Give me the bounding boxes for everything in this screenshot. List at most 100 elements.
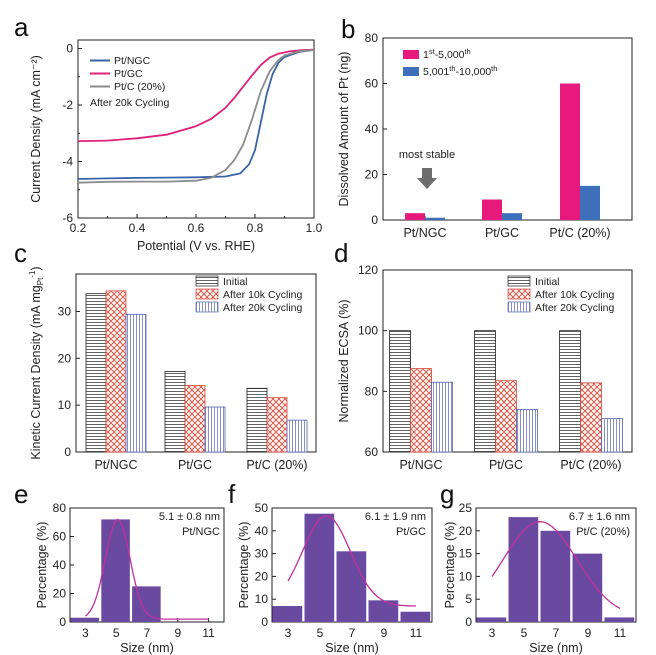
x-tick-label-1: 5 xyxy=(317,626,324,640)
panel-label-e: e xyxy=(14,479,28,509)
y-tick-label-0: 0 xyxy=(66,41,73,55)
panel-f-size-histogram: 0 10 20 30 40 50 3 5 7 9 11 Size (nm) Percentage (%)… xyxy=(237,501,433,655)
legend-label-0: Pt/NGC xyxy=(114,55,151,67)
y-tick-label-3: 60 xyxy=(365,77,379,91)
legend-text-part: 5,001 xyxy=(423,66,449,78)
sample-label: Pt/GC xyxy=(396,526,426,538)
y-tick-label-2: 20 xyxy=(255,569,269,583)
x-tick-label-1: 0.4 xyxy=(129,221,146,235)
y-tick-label-2: 20 xyxy=(58,351,72,365)
legend-label-2: After 20k Cycling xyxy=(223,302,303,314)
panel-label-g: g xyxy=(440,479,454,509)
legend-label-2: Pt/C (20%) xyxy=(114,81,165,93)
y-tick-label-1: 20 xyxy=(365,168,379,182)
bar-1-2 xyxy=(580,185,600,220)
y-tick-label-1: 5 xyxy=(465,592,472,606)
y-label-close: ) xyxy=(29,266,43,270)
y-tick-label-5: 50 xyxy=(255,501,269,515)
cycling-note: After 20k Cycling xyxy=(90,97,170,109)
category-label-1: Pt/GC xyxy=(178,458,212,472)
bar-0-0 xyxy=(389,330,411,453)
legend-swatch-1 xyxy=(507,288,531,300)
bar-0-0 xyxy=(405,213,425,220)
y-axis-label: Percentage (%) xyxy=(443,522,457,609)
y-tick-label-5: 25 xyxy=(459,501,473,515)
y-tick-label-0: 60 xyxy=(365,445,379,459)
panel-g-size-histogram: 0 5 10 15 20 25 3 5 7 9 11 Size (nm) Percentage (%) 6… xyxy=(443,501,637,655)
bar-1-0 xyxy=(410,368,432,453)
y-tick-label-0: 0 xyxy=(261,615,268,629)
series-line-0 xyxy=(77,49,315,180)
x-tick-label-4: 11 xyxy=(614,626,627,640)
x-tick-label-0: 3 xyxy=(285,626,292,640)
y-tick-label-4: 80 xyxy=(365,31,379,45)
bar-0-2 xyxy=(246,387,268,453)
legend-swatch-0 xyxy=(403,50,419,59)
category-label-1: Pt/GC xyxy=(489,458,523,472)
legend-swatch-1 xyxy=(403,67,419,76)
hist-bar-2 xyxy=(132,586,161,622)
panel-label-d: d xyxy=(334,238,348,268)
legend-label-1: Pt/GC xyxy=(114,68,143,80)
y-tick-label-1: 10 xyxy=(255,592,269,606)
gaussian-fit-line xyxy=(491,521,621,609)
hist-bar-4 xyxy=(400,611,431,622)
legend-label-1: After 10k Cycling xyxy=(535,289,615,301)
hist-bar-1 xyxy=(101,519,130,622)
legend-text-part: th xyxy=(449,64,455,73)
x-tick-label-2: 7 xyxy=(349,626,356,640)
y-tick-label-0: 0 xyxy=(59,615,66,629)
x-tick-label-2: 7 xyxy=(144,626,151,640)
hist-bar-2 xyxy=(336,551,367,622)
bar-1-2 xyxy=(580,382,602,453)
y-tick-label-3: 30 xyxy=(58,304,72,318)
y-tick-label-2: 40 xyxy=(53,558,67,572)
gaussian-fit-line xyxy=(287,515,417,607)
bar-2-0 xyxy=(125,313,147,453)
legend-label-0: 1st-5,000th xyxy=(423,47,471,62)
y-tick-label-1: 80 xyxy=(365,384,379,398)
legend-text-part: st xyxy=(429,47,436,56)
x-tick-label-0: 0.2 xyxy=(70,221,87,235)
legend-label-1: 5,001th-10,000th xyxy=(423,64,497,79)
hist-bar-1 xyxy=(508,517,539,622)
panel-label-f: f xyxy=(228,479,236,509)
y-tick-label-4: 20 xyxy=(459,524,473,538)
series-line-2 xyxy=(77,49,315,184)
x-tick-label-2: 7 xyxy=(553,626,560,640)
y-tick-label-0: 0 xyxy=(465,615,472,629)
hist-bar-0 xyxy=(272,606,303,622)
bar-1-1 xyxy=(495,380,517,453)
sample-label: Pt/C (20%) xyxy=(576,526,630,538)
hist-bar-1 xyxy=(304,513,335,622)
y-tick-label-2: -4 xyxy=(62,154,73,168)
panel-label-a: a xyxy=(14,12,29,42)
y-tick-label-3: 120 xyxy=(358,263,378,277)
bar-0-1 xyxy=(474,330,496,453)
legend-label-0: Initial xyxy=(535,276,560,288)
y-axis-label: Current Density (mA cm⁻²) xyxy=(29,55,43,203)
x-tick-label-4: 11 xyxy=(202,626,215,640)
x-tick-label-2: 0.6 xyxy=(188,221,205,235)
bar-0-0 xyxy=(85,293,107,453)
bar-0-2 xyxy=(559,330,581,453)
x-axis-label: Size (nm) xyxy=(120,641,173,655)
y-axis-label: Dissolved Amount of Pt (ng) xyxy=(337,52,351,207)
category-label-2: Pt/C (20%) xyxy=(560,458,621,472)
bar-0-2 xyxy=(560,83,580,220)
category-label-0: Pt/NGC xyxy=(403,226,446,240)
bar-2-1 xyxy=(204,406,226,453)
size-stat-label: 6.1 ± 1.9 nm xyxy=(365,511,426,523)
legend-swatch-0 xyxy=(507,275,531,287)
bar-2-2 xyxy=(601,418,623,453)
hist-bar-0 xyxy=(70,617,100,622)
bar-2-0 xyxy=(431,381,453,453)
y-label-superscript: -1 xyxy=(28,270,37,278)
legend-text-part: 1 xyxy=(423,49,429,61)
size-stat-label: 6.7 ± 1.6 nm xyxy=(569,511,630,523)
legend-text-part: -10,000 xyxy=(456,66,492,78)
x-tick-label-0: 3 xyxy=(489,626,496,640)
bar-1-1 xyxy=(184,385,206,453)
